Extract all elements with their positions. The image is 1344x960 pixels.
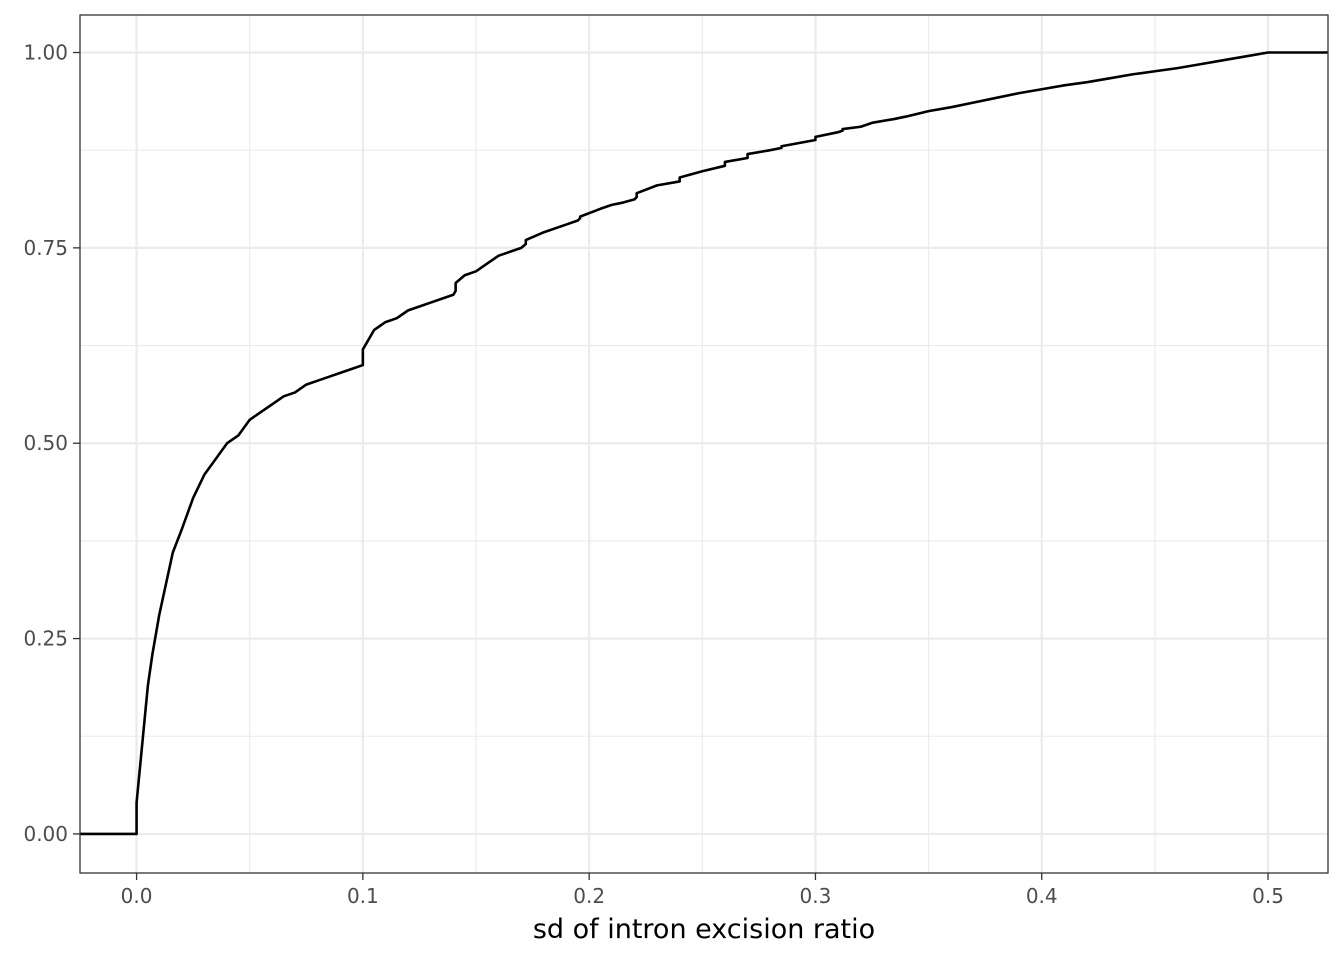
x-tick-label: 0.2: [573, 884, 605, 908]
x-tick-label: 0.5: [1252, 884, 1284, 908]
x-axis-title: sd of intron excision ratio: [533, 914, 875, 945]
y-tick-label: 0.75: [23, 236, 68, 260]
y-axis: 0.00 0.25 0.50 0.75 1.00: [23, 41, 80, 846]
panel-border: [79, 14, 1329, 874]
ecdf-series-line: [80, 51, 1328, 836]
x-tick-label: 0.0: [121, 884, 153, 908]
y-tick-label: 0.00: [23, 822, 68, 846]
x-tick-label: 0.1: [347, 884, 379, 908]
y-tick-label: 0.50: [23, 431, 68, 455]
x-tick-label: 0.3: [800, 884, 832, 908]
y-tick-label: 1.00: [23, 41, 68, 65]
data-layer: [80, 51, 1328, 836]
major-gridlines: [80, 15, 1328, 873]
x-axis: 0.0 0.1 0.2 0.3 0.4 0.5: [121, 873, 1284, 908]
y-tick-label: 0.25: [23, 627, 68, 651]
x-tick-label: 0.4: [1026, 884, 1058, 908]
